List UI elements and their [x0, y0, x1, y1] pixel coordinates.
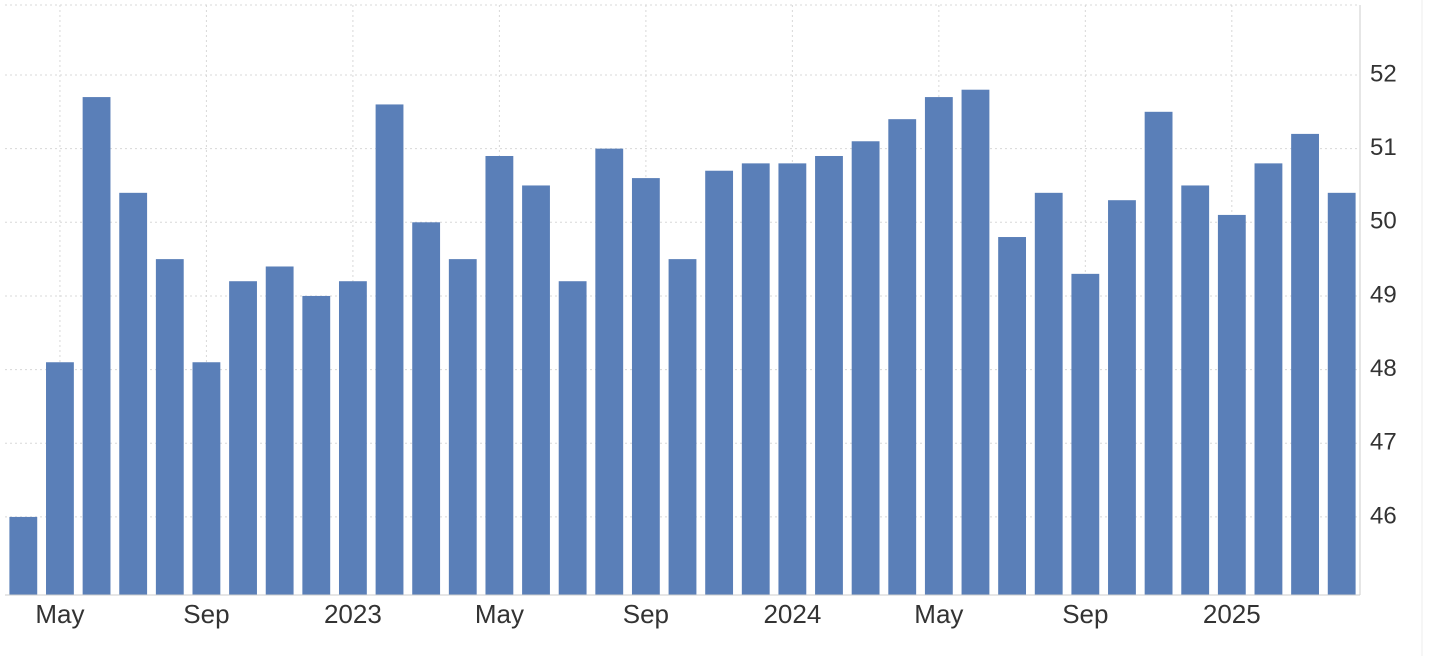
bar	[815, 155, 843, 595]
bar	[1291, 133, 1319, 595]
bar	[1217, 214, 1246, 595]
bar	[1108, 200, 1136, 595]
x-tick-label: May	[35, 599, 84, 629]
bar	[522, 185, 550, 596]
bar	[448, 259, 477, 595]
x-tick-label: 2023	[324, 599, 382, 629]
bar	[595, 148, 624, 595]
bar	[485, 155, 514, 595]
y-tick-label: 49	[1370, 281, 1397, 308]
x-tick-label: May	[914, 599, 963, 629]
bar	[1144, 111, 1173, 596]
bar	[631, 178, 660, 595]
y-tick-label: 48	[1370, 355, 1397, 382]
bar	[82, 97, 111, 595]
x-tick-label: May	[475, 599, 524, 629]
bar	[998, 237, 1027, 596]
bar	[1327, 192, 1356, 596]
x-tick-label: 2024	[763, 599, 821, 629]
bar	[668, 259, 697, 595]
y-tick-label: 51	[1370, 134, 1397, 161]
x-tick-label: 2025	[1203, 599, 1261, 629]
bar	[229, 281, 257, 595]
bar	[412, 222, 441, 595]
bar	[192, 362, 221, 595]
bar	[9, 516, 38, 595]
bar	[1071, 273, 1100, 595]
bar	[778, 163, 807, 595]
bar	[851, 141, 880, 596]
bar	[155, 259, 184, 595]
bar	[705, 170, 734, 595]
x-tick-label: Sep	[183, 599, 229, 629]
x-tick-label: Sep	[623, 599, 669, 629]
y-tick-label: 50	[1370, 208, 1397, 235]
bar	[338, 281, 367, 595]
bar	[741, 163, 770, 595]
bar	[888, 119, 917, 595]
bar	[961, 89, 990, 596]
bar	[119, 192, 148, 596]
bar	[1181, 185, 1210, 596]
y-tick-label: 52	[1370, 60, 1397, 87]
bar	[924, 97, 953, 595]
bar	[1254, 163, 1283, 595]
bar	[375, 104, 404, 595]
y-tick-label: 46	[1370, 502, 1397, 529]
y-tick-label: 47	[1370, 429, 1397, 456]
bar	[558, 281, 587, 595]
bar	[302, 295, 331, 595]
bar	[265, 266, 294, 595]
bar	[46, 362, 74, 595]
bar	[1034, 192, 1063, 596]
x-tick-label: Sep	[1062, 599, 1108, 629]
